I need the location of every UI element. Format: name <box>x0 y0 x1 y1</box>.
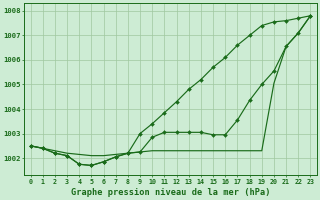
X-axis label: Graphe pression niveau de la mer (hPa): Graphe pression niveau de la mer (hPa) <box>71 188 270 197</box>
